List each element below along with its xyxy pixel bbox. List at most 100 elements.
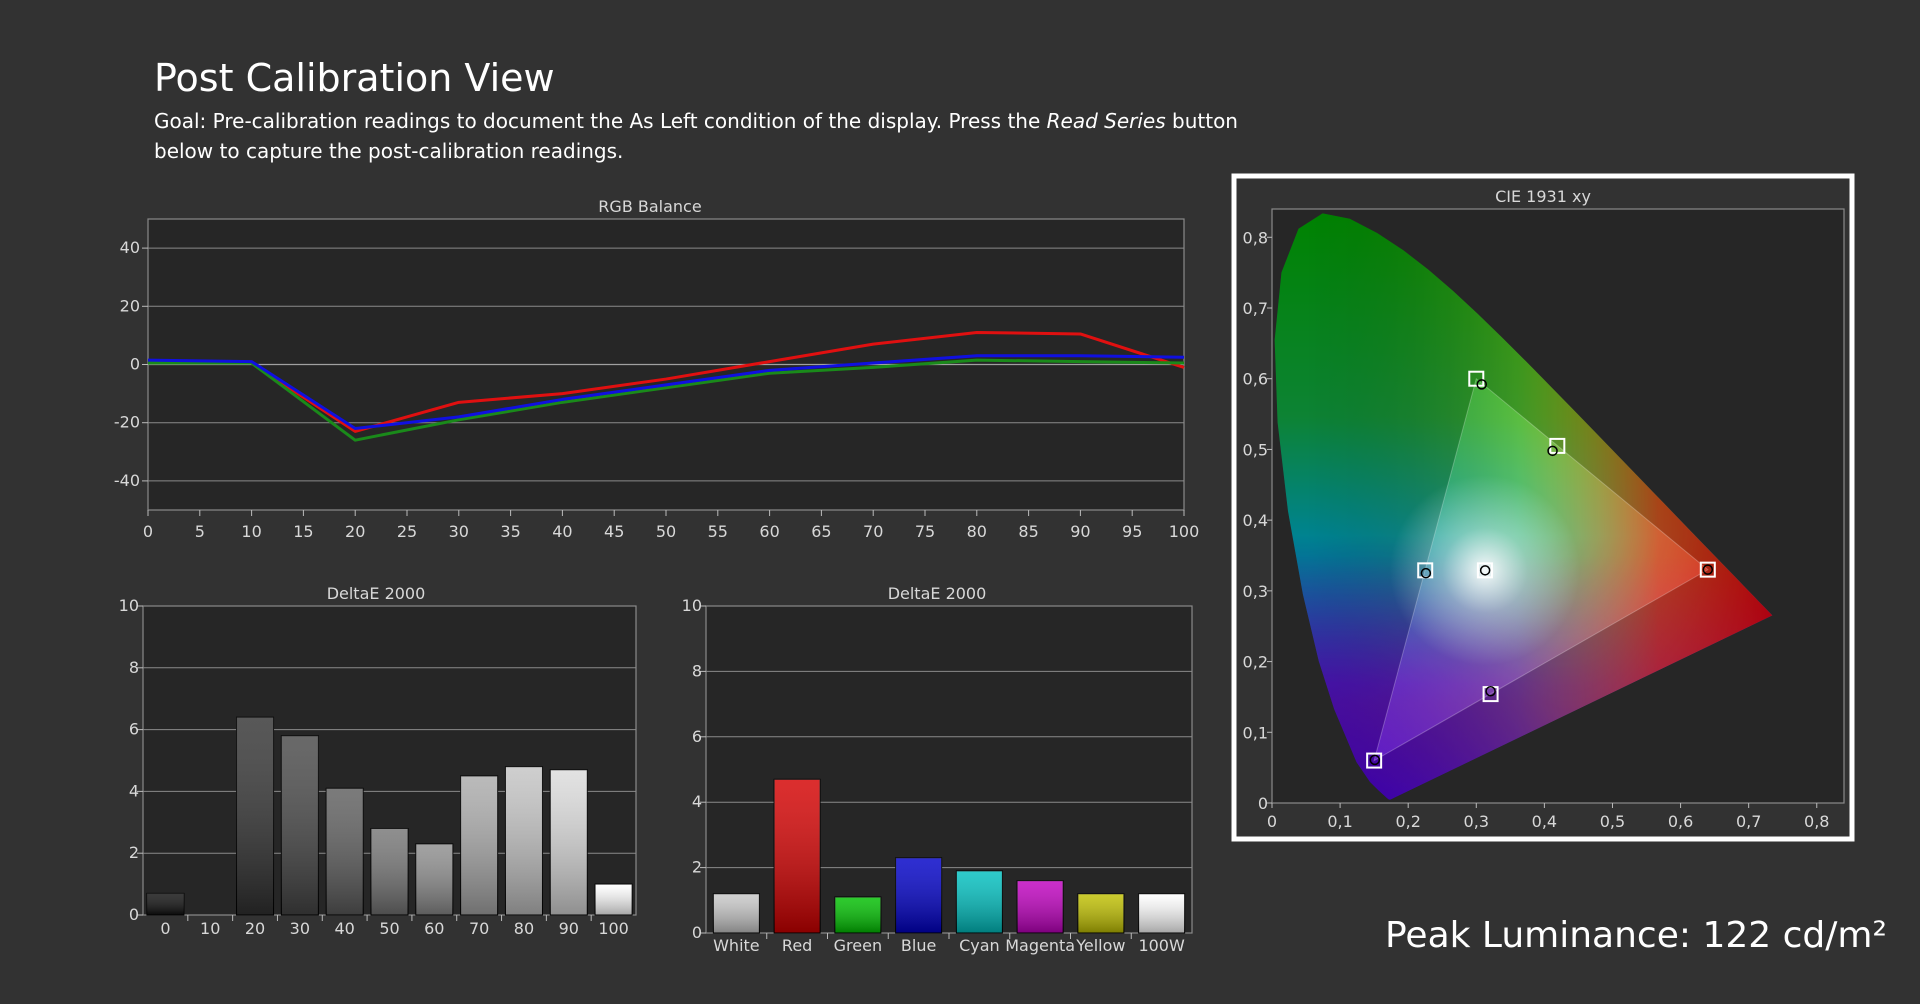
- deltae-grayscale-grid: [143, 605, 636, 854]
- rgb-x-tick-label: 45: [604, 522, 624, 541]
- cie-target-marker: [1699, 561, 1716, 578]
- cie-y-tick-label: 0,2: [1243, 653, 1268, 672]
- goal-emphasis: Read Series: [1046, 109, 1166, 133]
- cie-y-tick-label: 0: [1258, 794, 1268, 813]
- cie-measured-marker: [1485, 686, 1496, 697]
- cie-gamut-triangle: [1373, 377, 1709, 762]
- dec-bar-shade: [1017, 880, 1064, 933]
- cie-measured-marker: [1420, 567, 1432, 579]
- deltae-color-grid: [706, 605, 1192, 869]
- deg-y-tick-label: 6: [129, 720, 139, 739]
- rgb-y-tick-label: -40: [114, 471, 140, 490]
- deg-x-tick-label: 90: [559, 919, 579, 938]
- cie-1931-chart: CIE 1931 xy 0 0,1 0,2 0,3 0,4 0,5 0,6 0,7 0,8 0 0…: [1231, 173, 1855, 842]
- dec-x-tick-label: Blue: [901, 936, 936, 955]
- rgb-blue-line: [147, 354, 1185, 431]
- cie-x-tick-label: 0,5: [1600, 812, 1625, 831]
- deltae-grayscale-title: DeltaE 2000: [327, 584, 426, 603]
- dec-x-tick-label: Green: [834, 936, 882, 955]
- cie-y-ticks: 0 0,1 0,2 0,3 0,4 0,5 0,6 0,7 0,8: [1243, 228, 1272, 813]
- deltae-color-title: DeltaE 2000: [888, 584, 987, 603]
- goal-prefix: Goal: Pre-calibration readings to docume…: [154, 109, 1047, 133]
- deg-y-tick-label: 2: [129, 843, 139, 862]
- deg-bar-shade: [281, 735, 319, 915]
- cie-x-tick-label: 0,2: [1395, 812, 1420, 831]
- deg-bar-shade: [550, 769, 588, 915]
- deltae-color-x-ticks: White Red Green Blue Cyan Magenta Yellow 100W: [713, 933, 1185, 955]
- dec-y-tick-label: 8: [692, 661, 702, 680]
- deg-x-tick-label: 20: [245, 919, 265, 938]
- cie-target-marker: [1476, 562, 1493, 579]
- cie-title: CIE 1931 xy: [1495, 187, 1591, 206]
- deg-y-tick-label: 8: [129, 658, 139, 677]
- dec-y-tick-label: 6: [692, 727, 702, 746]
- dec-bar-shade: [834, 897, 881, 933]
- cie-y-tick-label: 0,5: [1243, 440, 1268, 459]
- cie-measured-marker: [1369, 754, 1381, 766]
- deg-x-tick-label: 40: [335, 919, 355, 938]
- deltae-color-bars: [712, 778, 1186, 934]
- rgb-x-tick-label: 65: [811, 522, 831, 541]
- deg-x-tick-label: 10: [200, 919, 220, 938]
- deg-x-tick-label: 70: [469, 919, 489, 938]
- rgb-y-tick-label: 20: [120, 296, 140, 315]
- deltae-color-y-ticks: 0 2 4 6 8 10: [682, 596, 706, 942]
- rgb-y-tick-label: 0: [130, 355, 140, 374]
- rgb-x-tick-label: 95: [1122, 522, 1142, 541]
- rgb-x-ticks: 0 5 10 15 20 25 30 35 40 45 50 55 60 65 70 75 80 85 90 95 10…: [143, 510, 1199, 541]
- rgb-x-tick-label: 20: [345, 522, 365, 541]
- cie-measured-marker: [1476, 379, 1487, 390]
- deg-y-tick-label: 4: [129, 781, 139, 800]
- dec-x-tick-label: White: [713, 936, 760, 955]
- rgb-x-tick-label: 90: [1070, 522, 1090, 541]
- rgb-x-tick-label: 5: [195, 522, 205, 541]
- rgb-x-tick-label: 30: [449, 522, 469, 541]
- rgb-x-tick-label: 35: [500, 522, 520, 541]
- dec-x-tick-label: 100W: [1138, 936, 1185, 955]
- deltae-grayscale-x-ticks: 0 10 20 30 40 50 60 70 80 90 100: [160, 915, 629, 938]
- rgb-x-tick-label: 10: [241, 522, 261, 541]
- dec-y-tick-label: 10: [682, 596, 702, 615]
- page-title: Post Calibration View: [154, 56, 555, 100]
- deltae-color-chart: DeltaE 2000 0 2 4 6 8 10 White Red Green Blue Cya…: [682, 584, 1193, 955]
- cie-measured-marker: [1479, 565, 1491, 576]
- rgb-y-tick-label: 40: [120, 238, 140, 257]
- rgb-x-tick-label: 50: [656, 522, 676, 541]
- deg-bar-shade: [415, 843, 453, 915]
- dec-x-tick-label: Cyan: [959, 936, 1000, 955]
- dec-bar-shade: [1138, 893, 1185, 933]
- rgb-title: RGB Balance: [598, 197, 701, 216]
- rgb-grid: [148, 247, 1184, 482]
- dec-x-tick-label: Yellow: [1075, 936, 1125, 955]
- cie-x-tick-label: 0: [1267, 812, 1277, 831]
- rgb-balance-chart: RGB Balance -40 -20 0 20 40 0 5 10 15 20 25 30 35 40…: [114, 197, 1199, 541]
- deg-x-tick-label: 0: [160, 919, 170, 938]
- rgb-x-tick-label: 15: [293, 522, 313, 541]
- rgb-x-tick-label: 40: [552, 522, 572, 541]
- deg-bar-shade: [146, 893, 184, 915]
- deg-bar-shade: [460, 775, 498, 915]
- cie-gamut-outline: [1373, 377, 1709, 762]
- cie-panel-frame: [1231, 173, 1855, 842]
- cie-x-tick-label: 0,8: [1804, 812, 1829, 831]
- rgb-x-tick-label: 85: [1018, 522, 1038, 541]
- cie-y-tick-label: 0,7: [1243, 299, 1268, 318]
- deg-bar-shade: [595, 884, 633, 915]
- dec-bar-shade: [774, 779, 821, 933]
- rgb-y-tick-label: -20: [114, 413, 140, 432]
- dec-y-tick-label: 4: [692, 792, 702, 811]
- cie-x-tick-label: 0,4: [1532, 812, 1557, 831]
- deltae-grayscale-y-ticks: 0 2 4 6 8 10: [119, 596, 143, 924]
- rgb-x-tick-label: 60: [759, 522, 779, 541]
- cie-target-marker: [1366, 752, 1383, 769]
- dec-y-tick-label: 0: [692, 923, 702, 942]
- goal-text: Goal: Pre-calibration readings to docume…: [154, 106, 1294, 166]
- cie-x-tick-label: 0,1: [1327, 812, 1352, 831]
- dec-x-tick-label: Magenta: [1005, 936, 1075, 955]
- rgb-x-tick-label: 0: [143, 522, 153, 541]
- cie-x-tick-label: 0,6: [1668, 812, 1693, 831]
- cie-y-tick-label: 0,3: [1243, 582, 1268, 601]
- deg-bar-shade: [236, 717, 274, 915]
- rgb-y-ticks: -40 -20 0 20 40: [114, 238, 148, 490]
